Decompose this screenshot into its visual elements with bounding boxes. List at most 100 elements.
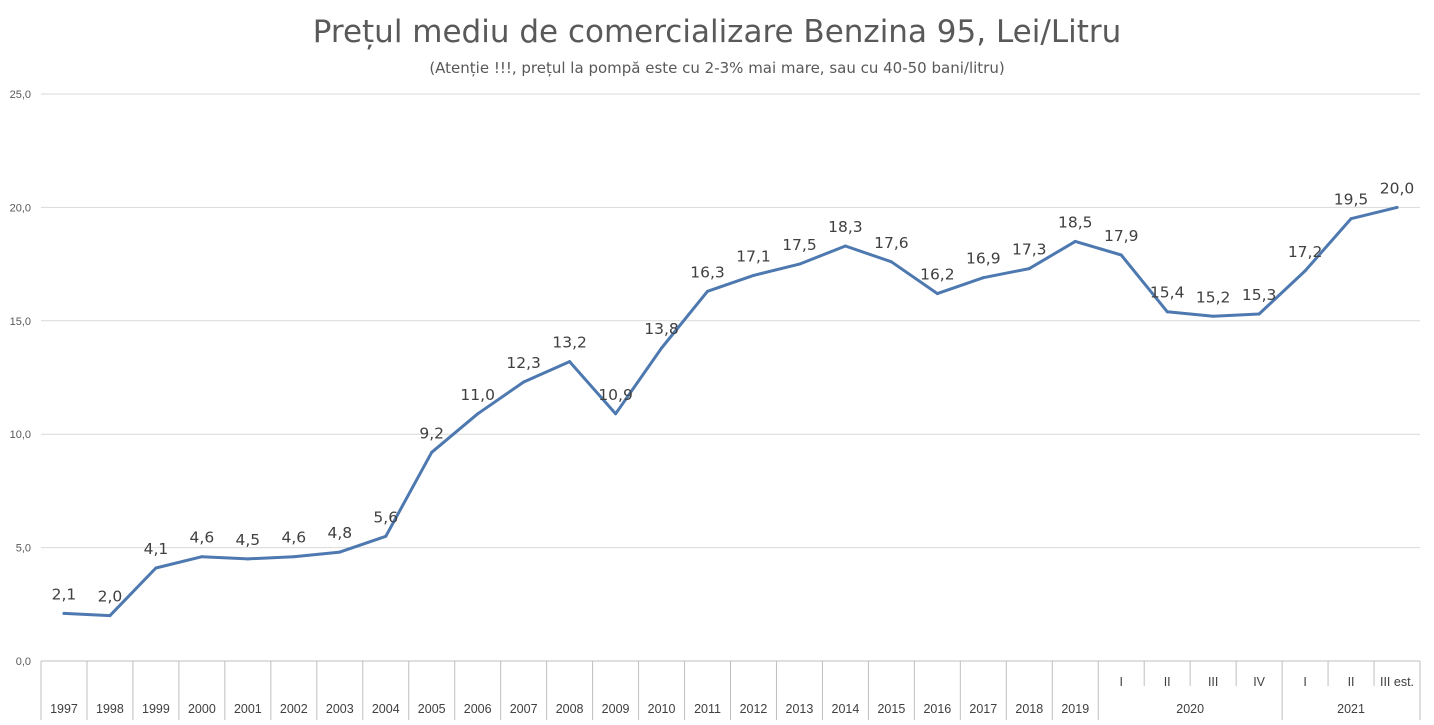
data-point bbox=[843, 244, 847, 248]
data-label: 18,3 bbox=[828, 218, 863, 236]
data-point bbox=[935, 292, 939, 296]
data-point bbox=[1211, 314, 1215, 318]
y-tick-label: 20,0 bbox=[10, 202, 31, 214]
data-point bbox=[614, 412, 618, 416]
data-label: 4,5 bbox=[236, 531, 261, 549]
x-tick-label: 2018 bbox=[1015, 702, 1043, 716]
data-label: 16,3 bbox=[690, 263, 725, 281]
x-tick-label: 1999 bbox=[142, 702, 170, 716]
data-label: 11,0 bbox=[460, 386, 495, 404]
data-point bbox=[1349, 217, 1353, 221]
x-tick-label: II bbox=[1348, 675, 1355, 689]
x-tick-label: III bbox=[1208, 675, 1218, 689]
x-tick-label: I bbox=[1303, 675, 1306, 689]
x-tick-label: III est. bbox=[1380, 675, 1414, 689]
data-label: 4,6 bbox=[190, 529, 215, 547]
data-point bbox=[430, 450, 434, 454]
data-point bbox=[200, 555, 204, 559]
data-point bbox=[338, 550, 342, 554]
data-point bbox=[568, 360, 572, 364]
x-tick-label: 2005 bbox=[418, 702, 446, 716]
data-point bbox=[476, 412, 480, 416]
x-tick-label: 1997 bbox=[50, 702, 78, 716]
y-tick-label: 10,0 bbox=[10, 429, 31, 441]
data-point bbox=[1395, 205, 1399, 209]
x-tick-label: 1998 bbox=[96, 702, 124, 716]
data-point bbox=[384, 534, 388, 538]
x-tick-label: 2011 bbox=[694, 702, 721, 716]
data-label: 17,1 bbox=[736, 247, 771, 265]
chart-title: Prețul mediu de comercializare Benzina 9… bbox=[312, 14, 1122, 50]
data-point bbox=[246, 557, 250, 561]
data-label: 5,6 bbox=[373, 508, 398, 526]
x-tick-label: 2013 bbox=[786, 702, 814, 716]
chart-subtitle: (Atenție !!!, prețul la pompă este cu 2-… bbox=[429, 59, 1005, 77]
y-tick-label: 0,0 bbox=[16, 656, 31, 668]
data-label: 17,6 bbox=[874, 234, 909, 252]
data-point bbox=[1119, 253, 1123, 257]
data-point bbox=[62, 611, 66, 615]
x-tick-label: 2016 bbox=[923, 702, 951, 716]
series-line bbox=[62, 205, 1399, 618]
y-tick-label: 5,0 bbox=[16, 543, 31, 555]
data-point bbox=[889, 260, 893, 264]
data-label: 4,6 bbox=[281, 529, 306, 547]
data-label: 9,2 bbox=[419, 424, 444, 442]
data-label: 15,4 bbox=[1150, 284, 1185, 302]
x-tick-label: 2002 bbox=[280, 702, 308, 716]
x-group-label: 2020 bbox=[1176, 702, 1204, 716]
data-label: 17,2 bbox=[1288, 243, 1323, 261]
data-label: 4,8 bbox=[327, 524, 352, 542]
x-tick-label: II bbox=[1164, 675, 1171, 689]
y-tick-label: 15,0 bbox=[10, 316, 31, 328]
data-label: 2,1 bbox=[52, 585, 77, 603]
data-point bbox=[706, 289, 710, 293]
x-tick-label: 2000 bbox=[188, 702, 216, 716]
data-point bbox=[1257, 312, 1261, 316]
data-point bbox=[108, 614, 112, 618]
y-tick-label: 25,0 bbox=[10, 89, 31, 101]
x-tick-label: 2012 bbox=[740, 702, 768, 716]
data-point bbox=[1073, 239, 1077, 243]
data-point bbox=[981, 276, 985, 280]
x-tick-label: 2001 bbox=[234, 702, 262, 716]
data-point bbox=[660, 346, 664, 350]
x-tick-label: 2015 bbox=[877, 702, 905, 716]
data-point bbox=[751, 273, 755, 277]
data-label: 20,0 bbox=[1380, 179, 1415, 197]
x-tick-label: 2006 bbox=[464, 702, 492, 716]
data-point bbox=[1303, 269, 1307, 273]
x-tick-label: I bbox=[1119, 675, 1122, 689]
data-label: 17,5 bbox=[782, 236, 817, 254]
data-label: 16,9 bbox=[966, 250, 1001, 268]
data-label: 17,3 bbox=[1012, 241, 1047, 259]
data-point bbox=[154, 566, 158, 570]
data-label: 17,9 bbox=[1104, 227, 1139, 245]
x-group-label: 2021 bbox=[1337, 702, 1365, 716]
data-label: 15,2 bbox=[1196, 288, 1231, 306]
data-label: 13,8 bbox=[644, 320, 679, 338]
data-label: 13,2 bbox=[552, 334, 587, 352]
x-tick-label: 2017 bbox=[969, 702, 997, 716]
x-tick-label: 2003 bbox=[326, 702, 354, 716]
x-tick-label: 2009 bbox=[602, 702, 630, 716]
x-tick-label: 2008 bbox=[556, 702, 584, 716]
data-point bbox=[1027, 267, 1031, 271]
data-label: 10,9 bbox=[598, 386, 633, 404]
data-label: 18,5 bbox=[1058, 213, 1093, 231]
data-label: 4,1 bbox=[144, 540, 169, 558]
x-tick-label: 2014 bbox=[832, 702, 860, 716]
data-label: 2,0 bbox=[98, 588, 123, 606]
data-label: 16,2 bbox=[920, 266, 955, 284]
x-tick-label: 2004 bbox=[372, 702, 400, 716]
x-tick-label: 2010 bbox=[648, 702, 676, 716]
x-tick-label: 2019 bbox=[1061, 702, 1089, 716]
data-point bbox=[292, 555, 296, 559]
x-tick-label: IV bbox=[1253, 675, 1265, 689]
x-tick-label: 2007 bbox=[510, 702, 538, 716]
data-point bbox=[1165, 310, 1169, 314]
data-label: 19,5 bbox=[1334, 191, 1369, 209]
data-label: 15,3 bbox=[1242, 286, 1277, 304]
